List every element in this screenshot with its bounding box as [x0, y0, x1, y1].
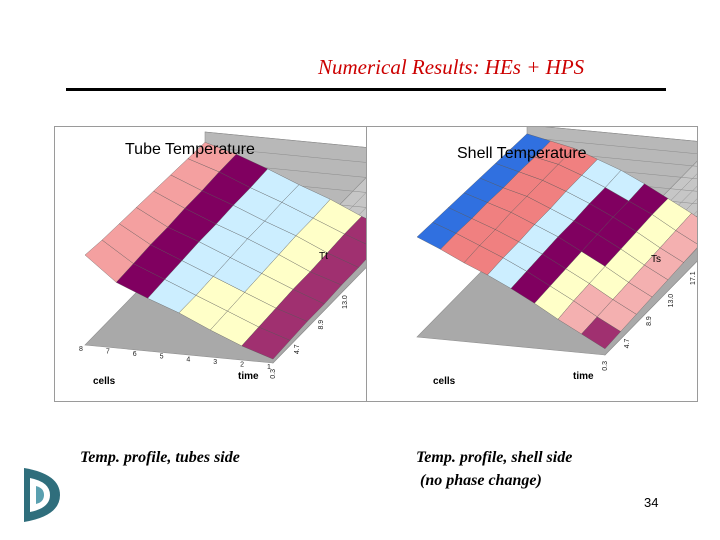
chart-title: Tube Temperature — [125, 141, 255, 158]
z-axis-label: Ts — [651, 254, 661, 265]
chart-title: Shell Temperature — [457, 145, 587, 162]
company-logo-icon — [20, 466, 62, 529]
y-tick-label: 1 — [267, 364, 271, 371]
tube-temperature-plot: Tube Temperature Tt cells time 300280270… — [79, 131, 385, 387]
x-tick-label: 8.9 — [646, 316, 653, 326]
y-tick-label: 7 — [106, 349, 110, 356]
y-tick-label: 8 — [79, 346, 83, 353]
x-tick-label: 13.0 — [668, 294, 675, 308]
slide-title: Numerical Results: HEs + HPS — [318, 55, 585, 79]
y-tick-label: 3 — [213, 359, 217, 366]
title-rule — [66, 88, 666, 91]
surface-patch — [659, 230, 697, 263]
y-axis-label: cells — [93, 376, 116, 387]
y-axis-label: cells — [433, 376, 456, 387]
z-axis-label: Tt — [319, 251, 328, 262]
shell-temperature-plot: Shell Temperature Ts cells time 31030029… — [416, 127, 697, 387]
x-tick-label: 13.0 — [342, 295, 349, 309]
x-tick-label: 4.7 — [294, 344, 301, 354]
plot-area — [84, 131, 385, 364]
page-number: 34 — [644, 495, 659, 510]
x-tick-label: 0.3 — [602, 361, 609, 371]
caption-shell-side: Temp. profile, shell side — [416, 449, 573, 466]
y-tick-label: 5 — [160, 354, 164, 361]
caption-shell-note: (no phase change) — [420, 472, 542, 489]
surface-patch — [675, 213, 697, 245]
x-axis-label: time — [573, 371, 594, 382]
y-tick-label: 6 — [133, 351, 137, 358]
shell-temperature-chart: Shell Temperature Ts cells time 31030029… — [366, 126, 698, 402]
x-tick-label: 17.1 — [690, 271, 697, 285]
x-tick-label: 4.7 — [624, 338, 631, 348]
plot-area — [416, 127, 697, 356]
x-tick-label: 0.3 — [270, 369, 277, 379]
y-tick-label: 2 — [240, 361, 244, 368]
x-tick-label: 8.9 — [318, 320, 325, 330]
y-tick-label: 4 — [186, 356, 190, 363]
caption-tubes-side: Temp. profile, tubes side — [80, 449, 240, 466]
tube-temperature-chart: Tube Temperature Tt cells time 300280270… — [54, 126, 386, 402]
x-axis-label: time — [238, 371, 259, 382]
